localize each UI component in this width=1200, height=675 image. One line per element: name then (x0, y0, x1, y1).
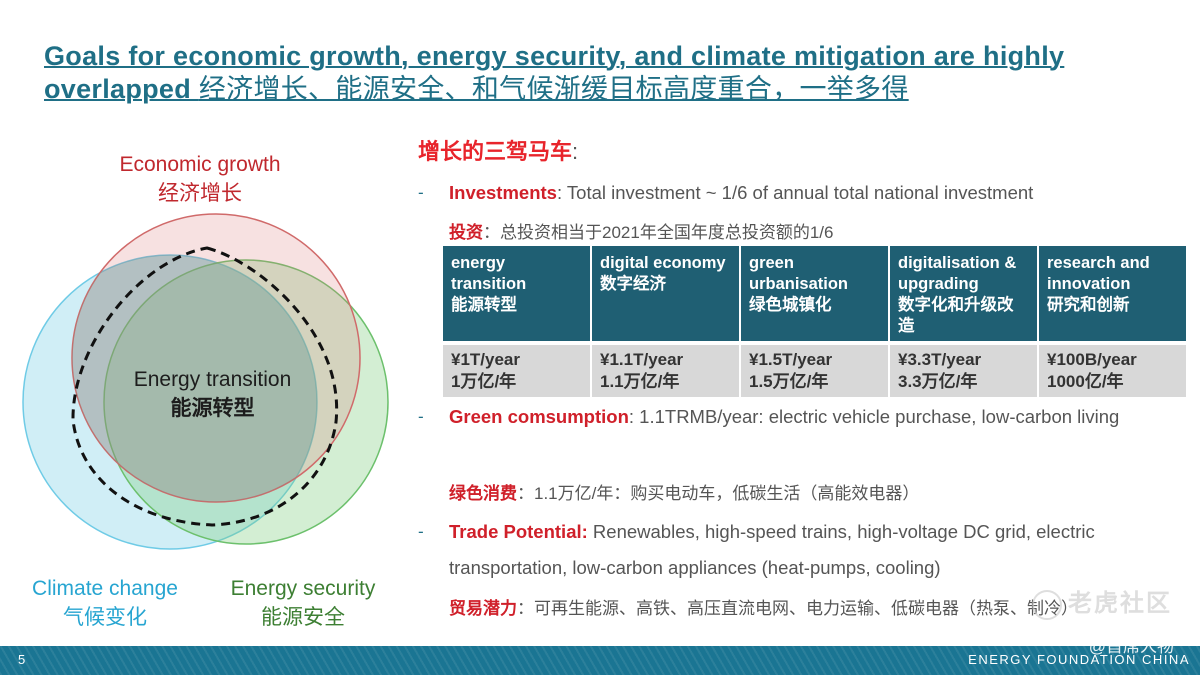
table-header-cell: research and innovation 研究和创新 (1039, 246, 1186, 341)
venn-label-economic-en: Economic growth (119, 153, 281, 176)
section-heading-colon: : (572, 139, 579, 164)
header-en: digital economy (600, 254, 726, 272)
venn-label-core-en: Energy transition (133, 368, 292, 391)
value-cn: 1.5万亿/年 (749, 372, 829, 391)
header-cn: 研究和创新 (1047, 296, 1130, 314)
section-heading-text: 增长的三驾马车 (418, 139, 573, 164)
venn-label-core: Energy transition 能源转型 (100, 365, 325, 423)
green-cn-line: 绿色消费：1.1万亿/年：购买电动车，低碳生活（高能效电器） (449, 479, 919, 504)
investments-cn-label: 投资 (449, 223, 483, 242)
venn-label-core-cn: 能源转型 (170, 397, 255, 420)
table-cell: ¥1.1T/year 1.1万亿/年 (592, 345, 739, 397)
venn-core-outline (71, 246, 339, 527)
value-en: ¥3.3T/year (898, 350, 982, 369)
watermark: 老虎社区 (1032, 583, 1172, 620)
venn-label-climate-cn: 气候变化 (63, 606, 147, 629)
table-header-cell: green urbanisation 绿色城镇化 (741, 246, 888, 341)
slide-title-en: Goals for economic growth, energy securi… (44, 41, 1065, 104)
bullet-marker-trade: - (418, 522, 424, 541)
watermark-text: 老虎社区 (1068, 590, 1172, 617)
value-en: ¥100B/year (1047, 350, 1137, 369)
value-cn: 1000亿/年 (1047, 372, 1124, 391)
header-cn: 绿色城镇化 (749, 296, 832, 314)
green-cn-text: ：1.1万亿/年：购买电动车，低碳生活（高能效电器） (517, 484, 920, 503)
watermark-logo-icon (1032, 589, 1062, 620)
venn-shapes (22, 213, 389, 550)
investments-label: Investments (449, 182, 557, 203)
header-en: green urbanisation (749, 254, 849, 293)
page-number: 5 (18, 652, 26, 667)
venn-circle-economic (71, 213, 361, 503)
venn-label-security: Energy security 能源安全 (208, 574, 398, 632)
investments-line: Investments: Total investment ~ 1/6 of a… (449, 175, 1169, 211)
header-en: digitalisation & upgrading (898, 254, 1017, 293)
venn-label-economic: Economic growth 经济增长 (90, 150, 310, 208)
header-cn: 数字经济 (600, 275, 666, 293)
trade-label: Trade Potential: (449, 521, 588, 542)
venn-label-climate-en: Climate change (32, 577, 178, 600)
table-header-row: energy transition 能源转型 digital economy 数字经… (443, 246, 1186, 341)
footer-bar: 5 @首席人物 ENERGY FOUNDATION CHINA (0, 637, 1200, 675)
trade-text: Renewables, high-speed trains, high-volt… (449, 521, 1095, 578)
table-cell: ¥100B/year 1000亿/年 (1039, 345, 1186, 397)
table-row: ¥1T/year 1万亿/年 ¥1.1T/year 1.1万亿/年 ¥1.5T/ye… (443, 345, 1186, 397)
value-en: ¥1.1T/year (600, 350, 684, 369)
investment-table: energy transition 能源转型 digital economy 数字经… (441, 246, 1188, 397)
table-cell: ¥3.3T/year 3.3万亿/年 (890, 345, 1037, 397)
trade-cn-line: 贸易潜力：可再生能源、高铁、高压直流电网、电力运输、低碳电器（热泵、制冷） (449, 594, 1078, 619)
bullet-marker-investments: - (418, 183, 424, 202)
value-cn: 1万亿/年 (451, 372, 517, 391)
table-cell: ¥1T/year 1万亿/年 (443, 345, 590, 397)
table-header-cell: energy transition 能源转型 (443, 246, 590, 341)
green-line: Green comsumption: 1.1TRMB/year: electri… (449, 399, 1169, 435)
value-cn: 1.1万亿/年 (600, 372, 680, 391)
green-label: Green comsumption (449, 406, 629, 427)
header-en: research and innovation (1047, 254, 1150, 293)
header-cn: 数字化和升级改造 (898, 296, 1014, 335)
table-header-cell: digitalisation & upgrading 数字化和升级改造 (890, 246, 1037, 341)
slide-title: Goals for economic growth, energy securi… (44, 40, 1144, 106)
investments-cn-line: 投资：总投资相当于2021年全国年度总投资额的1/6 (449, 218, 833, 243)
green-text: : 1.1TRMB/year: electric vehicle purchas… (628, 406, 1120, 427)
slide-title-cn: 经济增长、能源安全、和气候渐缓目标高度重合，一举多得 (198, 74, 909, 104)
venn-label-security-cn: 能源安全 (261, 606, 345, 629)
author-handle: @首席人物 (1088, 637, 1174, 656)
venn-label-security-en: Energy security (230, 577, 376, 600)
header-en: energy transition (451, 254, 527, 293)
section-heading: 增长的三驾马车: (418, 134, 578, 166)
venn-label-economic-cn: 经济增长 (158, 182, 242, 205)
investments-text: : Total investment ~ 1/6 of annual total… (556, 182, 1034, 203)
venn-circle-climate (22, 254, 318, 550)
green-cn-label: 绿色消费 (449, 484, 517, 503)
bullet-marker-green: - (418, 407, 424, 426)
value-en: ¥1T/year (451, 350, 520, 369)
header-cn: 能源转型 (451, 296, 517, 314)
venn-label-climate: Climate change 气候变化 (10, 574, 200, 632)
table-header-cell: digital economy 数字经济 (592, 246, 739, 341)
trade-cn-text: ：可再生能源、高铁、高压直流电网、电力运输、低碳电器（热泵、制冷） (517, 599, 1078, 618)
investments-cn-text: ：总投资相当于2021年全国年度总投资额的1/6 (483, 223, 834, 242)
value-en: ¥1.5T/year (749, 350, 833, 369)
venn-diagram: Economic growth 经济增长 Energy transition 能… (0, 130, 410, 650)
trade-line: Trade Potential: Renewables, high-speed … (449, 514, 1169, 586)
value-cn: 3.3万亿/年 (898, 372, 978, 391)
table-cell: ¥1.5T/year 1.5万亿/年 (741, 345, 888, 397)
trade-cn-label: 贸易潜力 (449, 599, 517, 618)
organization-name: ENERGY FOUNDATION CHINA (968, 652, 1190, 667)
